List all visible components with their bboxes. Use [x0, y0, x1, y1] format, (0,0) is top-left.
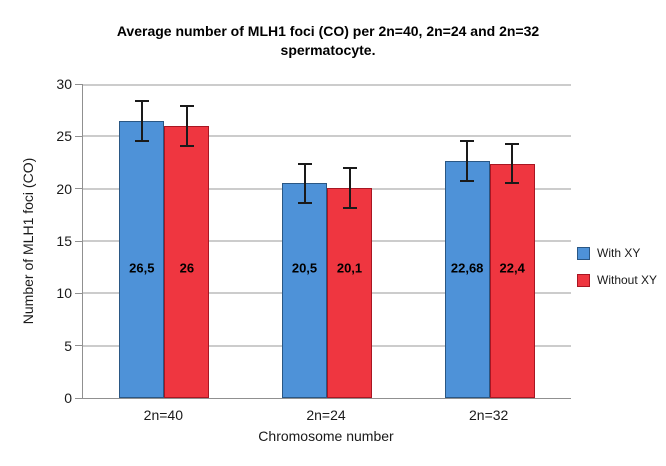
- bar-value-label: 22,68: [450, 260, 484, 276]
- bar-value-label: 20,1: [336, 260, 363, 276]
- y-tick-label-25: 25: [56, 128, 72, 145]
- x-tick-label-2n-40: 2n=40: [143, 407, 183, 423]
- legend: With XY Without XY: [577, 246, 657, 300]
- y-tick-mark-20: [75, 188, 82, 190]
- bar-value-label: 26,5: [129, 260, 155, 276]
- y-tick-mark-5: [75, 345, 82, 347]
- error-bar-line: [303, 162, 306, 205]
- chart-title-line2: spermatocyte.: [280, 42, 376, 58]
- error-bar-cap-top: [460, 139, 475, 142]
- x-axis-label: Chromosome number: [258, 428, 394, 444]
- error-bar-cap-top: [297, 162, 312, 165]
- y-tick-mark-30: [75, 83, 82, 85]
- bar-without-xy-2n-40: [164, 125, 210, 398]
- error-bar-cap-top: [505, 142, 520, 145]
- error-bar-cap-bottom: [297, 202, 312, 205]
- chart-title: Average number of MLH1 foci (CO) per 2n=…: [0, 22, 656, 60]
- error-bar-cap-bottom: [342, 206, 357, 209]
- bar-with-xy-2n-32: [444, 160, 490, 398]
- error-bar-cap-top: [179, 104, 194, 107]
- x-tick-label-2n-32: 2n=32: [468, 407, 509, 423]
- error-bar-cap-bottom: [505, 182, 520, 185]
- y-tick-label-0: 0: [64, 390, 72, 406]
- y-tick-mark-10: [75, 292, 82, 294]
- bar-value-label: 20,5: [291, 260, 318, 276]
- error-bar-line: [511, 142, 514, 185]
- error-bar-cap-bottom: [460, 179, 475, 182]
- error-bar-cap-top: [134, 99, 149, 102]
- y-tick-label-20: 20: [56, 180, 72, 197]
- legend-item-with-xy: With XY: [577, 246, 657, 260]
- legend-item-without-xy: Without XY: [577, 273, 657, 287]
- bar-value-label: 22,4: [499, 260, 525, 276]
- legend-swatch-without-xy: [577, 273, 590, 287]
- bar-value-label: 26: [179, 260, 195, 276]
- y-tick-label-30: 30: [56, 76, 72, 92]
- error-bar-cap-bottom: [134, 139, 149, 142]
- gridline-y-25: [83, 135, 571, 138]
- legend-swatch-with-xy: [577, 246, 590, 260]
- y-axis-label: Number of MLH1 foci (CO): [20, 157, 36, 325]
- y-tick-label-5: 5: [64, 337, 72, 354]
- bar-with-xy-2n-40: [119, 120, 165, 398]
- bar-with-xy-2n-24: [282, 183, 327, 398]
- legend-label: Without XY: [597, 273, 658, 287]
- y-tick-mark-0: [75, 397, 82, 399]
- chart-title-line1: Average number of MLH1 foci (CO) per 2n=…: [116, 23, 540, 39]
- y-tick-mark-15: [75, 240, 82, 242]
- error-bar-line: [185, 104, 188, 147]
- error-bar-cap-bottom: [179, 144, 194, 147]
- error-bar-line: [140, 99, 143, 142]
- bar-without-xy-2n-24: [327, 187, 372, 398]
- bar-without-xy-2n-32: [489, 163, 535, 398]
- y-tick-mark-25: [75, 135, 82, 137]
- x-tick-label-2n-24: 2n=24: [306, 407, 346, 423]
- legend-label: With XY: [597, 246, 641, 260]
- y-tick-label-15: 15: [56, 233, 72, 249]
- plot-area: 26,5 26 20,5 20,1 22,68 22,4: [75, 83, 571, 399]
- gridline-y-30: [83, 84, 571, 86]
- error-bar-line: [466, 139, 469, 182]
- y-tick-label-10: 10: [56, 285, 72, 302]
- error-bar-cap-top: [342, 166, 357, 169]
- error-bar-line: [348, 166, 351, 209]
